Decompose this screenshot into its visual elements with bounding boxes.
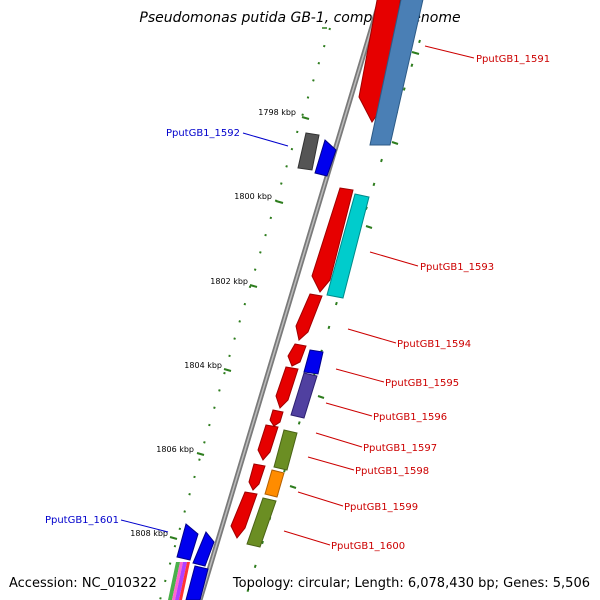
gene-cluster-bottom bbox=[168, 562, 209, 600]
strand-dashes bbox=[289, 51, 420, 489]
gene-feature[interactable] bbox=[175, 562, 187, 600]
leader-line bbox=[283, 530, 331, 546]
tick-label: 1804 kbp bbox=[184, 361, 222, 370]
gene-label-1595[interactable]: PputGB1_1595 bbox=[385, 378, 459, 389]
gene-arrow-1599[interactable] bbox=[248, 463, 266, 491]
gene-feature-olive-2[interactable] bbox=[246, 497, 277, 548]
gene-label-1600[interactable]: PputGB1_1600 bbox=[331, 541, 405, 552]
gene-feature-blue-2[interactable] bbox=[192, 531, 215, 567]
leader-line bbox=[369, 251, 419, 267]
gene-label-1591[interactable]: PputGB1_1591 bbox=[476, 54, 550, 65]
gene-label-1597[interactable]: PputGB1_1597 bbox=[363, 443, 437, 454]
tick-label: 1802 kbp bbox=[210, 277, 248, 286]
gene-arrow-1595[interactable] bbox=[287, 343, 307, 367]
tick-mark bbox=[275, 200, 284, 204]
tick-label: 1800 kbp bbox=[234, 192, 272, 201]
gene-feature-grey[interactable] bbox=[297, 132, 320, 171]
leader-line bbox=[297, 491, 344, 507]
tick-label: 1798 kbp bbox=[258, 108, 296, 117]
gene-arrow-1593[interactable] bbox=[311, 187, 354, 293]
tick-mark bbox=[301, 116, 310, 120]
leader-line bbox=[242, 132, 289, 147]
gene-feature-1591-companion[interactable] bbox=[369, 0, 424, 146]
gene-feature-orange[interactable] bbox=[264, 469, 285, 498]
tick-mark bbox=[223, 368, 232, 372]
gene-feature[interactable] bbox=[172, 562, 183, 600]
gene-feature[interactable] bbox=[185, 565, 209, 600]
gene-arrow-1592[interactable] bbox=[314, 139, 337, 177]
tick-mark bbox=[196, 452, 205, 456]
gene-feature-purple[interactable] bbox=[290, 372, 318, 419]
gene-arrow-1596[interactable] bbox=[275, 366, 299, 409]
gene-label-1593[interactable]: PputGB1_1593 bbox=[420, 262, 494, 273]
gene-label-1596[interactable]: PputGB1_1596 bbox=[373, 412, 447, 423]
gene-label-1592[interactable]: PputGB1_1592 bbox=[166, 128, 240, 139]
tick-mark bbox=[289, 485, 297, 489]
tick-mark bbox=[391, 141, 399, 145]
gene-arrow-1598[interactable] bbox=[257, 424, 279, 461]
leader-line bbox=[307, 456, 355, 471]
gene-arrow-1600[interactable] bbox=[230, 491, 258, 539]
leader-line bbox=[120, 519, 169, 533]
gene-labels: PputGB1_1591 PputGB1_1592 PputGB1_1593 P… bbox=[45, 54, 550, 552]
gene-feature[interactable] bbox=[168, 562, 180, 600]
gene-arrow-1594[interactable] bbox=[295, 293, 323, 341]
gene-label-1594[interactable]: PputGB1_1594 bbox=[397, 339, 471, 350]
leader-line bbox=[325, 402, 373, 417]
gene-label-1599[interactable]: PputGB1_1599 bbox=[344, 502, 418, 513]
accession-text: Accession: NC_010322 bbox=[9, 576, 157, 591]
topology-text: Topology: circular; Length: 6,078,430 bp… bbox=[232, 576, 590, 591]
tick-label: 1806 kbp bbox=[156, 445, 194, 454]
tick-label: 1808 kbp bbox=[130, 529, 168, 538]
genome-backbone-highlight bbox=[199, 0, 381, 600]
gene-label-1598[interactable]: PputGB1_1598 bbox=[355, 466, 429, 477]
label-leaders bbox=[120, 45, 475, 546]
leader-line bbox=[335, 368, 385, 383]
gene-label-1601[interactable]: PputGB1_1601 bbox=[45, 515, 119, 526]
major-ticks bbox=[169, 116, 310, 540]
tick-mark bbox=[365, 225, 373, 229]
leader-line bbox=[424, 45, 475, 59]
gene-feature-1593-companion[interactable] bbox=[326, 193, 370, 299]
tick-mark bbox=[169, 536, 178, 540]
leader-line bbox=[315, 432, 363, 448]
tick-mark bbox=[317, 395, 325, 399]
gene-feature-blue[interactable] bbox=[303, 349, 324, 375]
leader-line bbox=[347, 328, 397, 344]
tick-mark bbox=[411, 51, 420, 55]
gene-arrow-1597[interactable] bbox=[269, 409, 284, 427]
gene-feature-olive[interactable] bbox=[273, 429, 298, 471]
gene-arrow-1601[interactable] bbox=[176, 523, 199, 561]
tick-mark bbox=[249, 284, 258, 288]
tick-labels: 1798 kbp 1800 kbp 1802 kbp 1804 kbp 1806… bbox=[130, 108, 296, 538]
gene-feature[interactable] bbox=[179, 562, 190, 600]
